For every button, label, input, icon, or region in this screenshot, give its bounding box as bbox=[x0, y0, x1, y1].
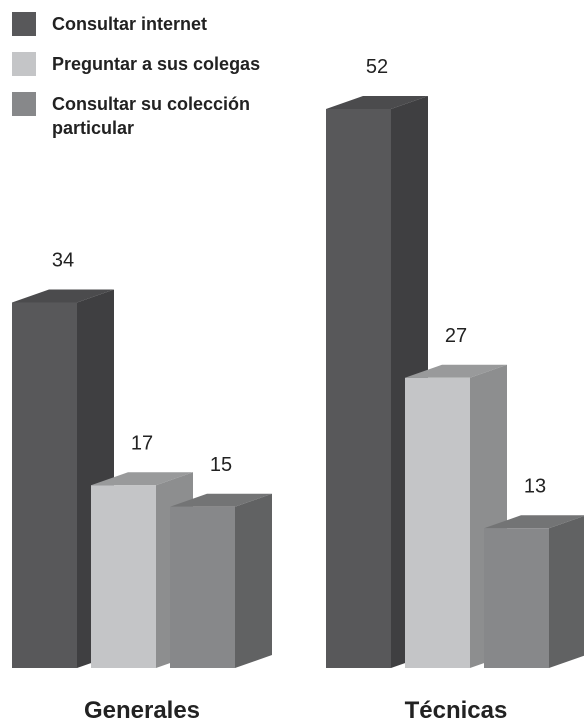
legend-label: Consultar su colección particular bbox=[52, 94, 251, 138]
legend-label: Consultar internet bbox=[52, 14, 208, 34]
data-label: 13 bbox=[524, 475, 546, 497]
bar-top bbox=[484, 515, 584, 529]
data-label: 17 bbox=[131, 432, 153, 454]
legend: Consultar internet Preguntar a sus colega… bbox=[12, 12, 312, 156]
legend-item: Consultar internet bbox=[12, 12, 312, 36]
data-label: 52 bbox=[366, 56, 388, 78]
bar bbox=[405, 377, 470, 668]
data-label: 34 bbox=[52, 250, 74, 272]
legend-item: Preguntar a sus colegas bbox=[12, 52, 312, 76]
bar bbox=[484, 528, 549, 668]
x-tick-label: Técnicas bbox=[405, 697, 508, 724]
bar bbox=[91, 485, 156, 668]
legend-swatch bbox=[12, 52, 36, 76]
legend-swatch bbox=[12, 92, 36, 116]
bar-top bbox=[12, 289, 114, 303]
bar-top bbox=[91, 472, 193, 486]
bar-side bbox=[549, 515, 584, 668]
legend-swatch bbox=[12, 12, 36, 36]
bar-top bbox=[326, 96, 428, 109]
bar bbox=[170, 506, 235, 668]
bar-top bbox=[405, 364, 507, 378]
legend-label: Preguntar a sus colegas bbox=[52, 54, 261, 74]
legend-item: Consultar su colección particular bbox=[12, 92, 312, 140]
bar bbox=[12, 302, 77, 668]
bar bbox=[326, 109, 391, 668]
bar-side bbox=[235, 493, 272, 668]
data-label: 27 bbox=[445, 325, 467, 347]
data-label: 15 bbox=[210, 454, 232, 476]
bar-top bbox=[170, 493, 272, 507]
x-tick-label: Generales bbox=[84, 697, 200, 724]
